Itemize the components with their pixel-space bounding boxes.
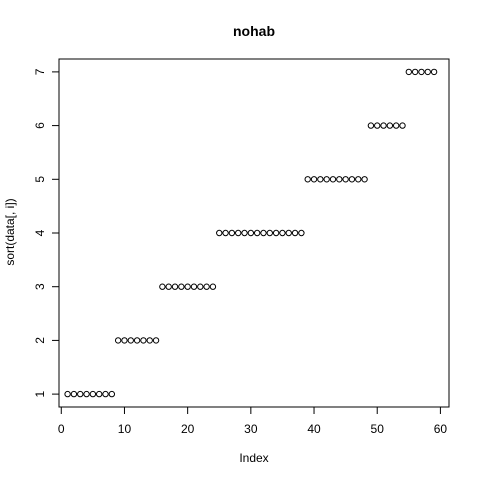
data-point (380, 122, 387, 129)
data-points (64, 68, 438, 398)
data-point (411, 68, 419, 76)
data-point (241, 229, 248, 237)
data-point (165, 283, 172, 290)
data-point (178, 283, 185, 290)
data-point (235, 229, 242, 237)
data-point (348, 176, 356, 183)
data-point (272, 229, 280, 237)
x-axis-label: Index (239, 451, 268, 465)
data-point (399, 122, 406, 129)
y-tick-label: 6 (33, 122, 47, 129)
data-point (89, 390, 97, 398)
x-axis: 0 10 20 30 40 50 60 (58, 406, 448, 436)
data-point (70, 390, 78, 398)
y-tick-label: 5 (33, 176, 47, 183)
data-point (253, 229, 261, 237)
data-point (222, 229, 229, 237)
data-point (310, 176, 318, 183)
data-point (203, 283, 210, 290)
y-axis-label: sort(data[, i]) (3, 198, 17, 265)
y-axis: 1 2 3 4 5 6 7 (33, 68, 60, 397)
x-tick-label: 20 (181, 422, 195, 436)
data-point (95, 390, 103, 398)
data-point (266, 229, 273, 237)
data-point (108, 390, 116, 398)
x-tick-label: 30 (244, 422, 258, 436)
data-point (146, 337, 153, 344)
data-point (159, 283, 166, 290)
data-point (260, 229, 267, 237)
data-point (279, 229, 286, 237)
data-point (197, 283, 204, 290)
data-point (336, 176, 343, 183)
x-tick-label: 10 (118, 422, 132, 436)
data-point (355, 176, 362, 183)
x-tick-label: 50 (371, 422, 385, 436)
x-tick-label: 40 (307, 422, 321, 436)
data-point (367, 122, 375, 129)
data-point (228, 229, 236, 237)
y-tick-label: 3 (33, 283, 47, 290)
data-point (298, 229, 305, 237)
data-point (64, 390, 71, 398)
data-point (77, 390, 84, 398)
chart-title: nohab (233, 23, 275, 39)
data-point (184, 283, 191, 290)
data-point (216, 229, 223, 237)
data-point (133, 337, 141, 344)
data-point (424, 68, 431, 76)
data-point (247, 229, 255, 237)
data-point (83, 390, 90, 398)
data-point (114, 337, 122, 344)
data-point (190, 283, 198, 290)
data-point (140, 337, 147, 344)
data-point (152, 337, 160, 344)
data-point (121, 337, 128, 344)
data-point (374, 122, 381, 129)
data-point (304, 176, 311, 183)
x-tick-label: 0 (58, 422, 65, 436)
data-point (317, 176, 324, 183)
data-point (430, 68, 438, 76)
data-point (392, 122, 400, 129)
data-point (285, 229, 292, 237)
data-point (342, 176, 349, 183)
data-point (323, 176, 330, 183)
data-point (209, 283, 217, 290)
data-point (405, 68, 413, 76)
data-point (386, 122, 394, 129)
y-tick-label: 2 (33, 337, 47, 344)
data-point (291, 229, 299, 237)
data-point (329, 176, 337, 183)
data-point (102, 390, 109, 398)
data-point (127, 337, 134, 344)
data-point (361, 176, 368, 183)
data-point (171, 283, 179, 290)
y-tick-label: 1 (33, 390, 47, 397)
y-tick-label: 7 (33, 68, 47, 75)
y-tick-label: 4 (33, 229, 47, 236)
data-point (418, 68, 425, 76)
x-tick-label: 60 (434, 422, 448, 436)
